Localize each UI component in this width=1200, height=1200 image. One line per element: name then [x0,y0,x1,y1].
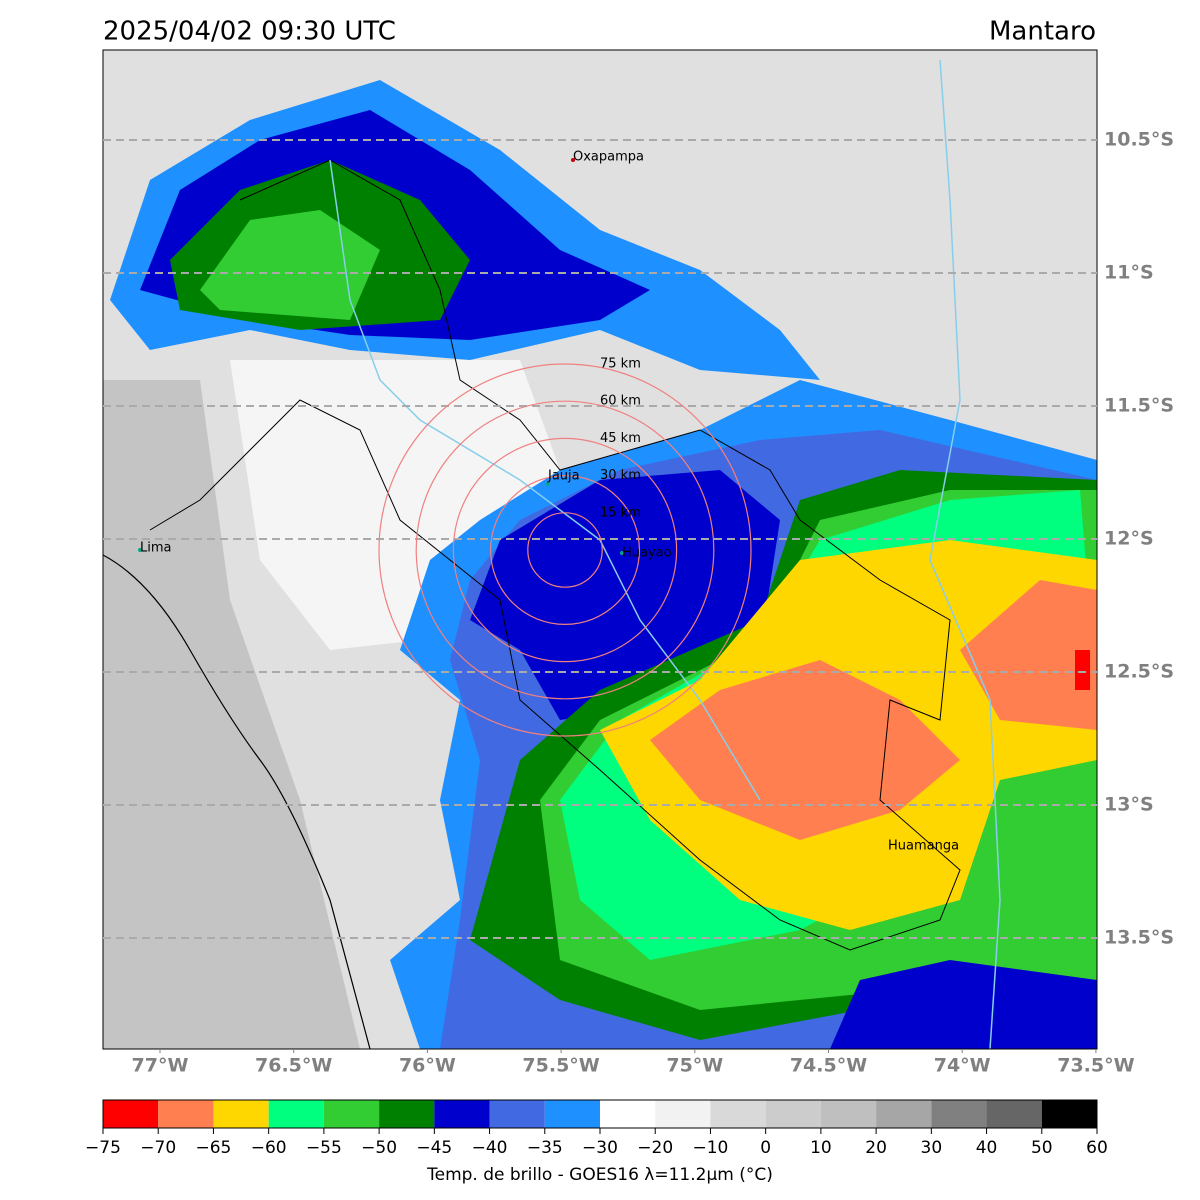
city-dot [571,158,575,162]
city-dot [620,551,624,555]
lon-tick-label: 74.5°W [790,1055,867,1077]
ring-label: 75 km [600,357,641,372]
colorbar-bin [710,1100,766,1128]
colorbar-tick-label: −65 [195,1138,231,1158]
colorbar-bin [931,1100,987,1128]
colorbar-tick-label: 20 [865,1138,887,1158]
river [329,159,761,801]
colorbar-bin [655,1100,711,1128]
colorbar-tick-label: 40 [976,1138,998,1158]
lat-tick-label: 12°S [1104,528,1154,550]
colorbar-bin [434,1100,490,1128]
city-label: Oxapampa [573,150,644,165]
colorbar-bin [544,1100,600,1128]
colorbar-tick-label: −40 [472,1138,508,1158]
ring-label: 45 km [600,431,641,446]
range-ring [452,437,678,663]
range-ring [378,363,752,737]
colorbar-tick-label: −30 [582,1138,618,1158]
city-label: Huayao [622,546,672,561]
title: 2025/04/02 09:30 UTC [103,17,396,47]
colorbar-bin [379,1100,435,1128]
map-frame [102,49,1098,1050]
colorbar-tick-label: −70 [140,1138,176,1158]
cloud [200,210,380,320]
colorbar-bin [1041,1100,1097,1128]
colorbar-tick-label: −35 [527,1138,563,1158]
ring-label: 30 km [600,468,641,483]
colorbar-tick-label: 0 [760,1138,771,1158]
range-rings: 75 km 60 km 45 km 30 km 15 km [378,357,752,737]
colorbar-tick-label: −45 [416,1138,452,1158]
colorbar-tick-label: −60 [251,1138,287,1158]
lon-tick-label: 73.5°W [1057,1055,1134,1077]
range-ring [490,475,641,626]
colorbar-tick-label: −75 [85,1138,121,1158]
coastline [103,554,371,1049]
lon-tick-label: 77°W [132,1055,189,1077]
ring-label: 60 km [600,394,641,409]
region: Mantaro [989,17,1096,47]
lat-tick-label: 10.5°S [1104,129,1174,151]
lon-tick-label: 75.5°W [522,1055,599,1077]
colorbar-tick-label: −50 [361,1138,397,1158]
colorbar-label: Temp. de brillo - GOES16 λ=11.2μm (°C) [426,1165,773,1185]
ring-label: 15 km [600,505,641,520]
range-ring [415,400,715,700]
coast-cold [103,380,360,1049]
city-label: Lima [140,541,171,556]
colorbar-bin [103,1100,159,1128]
satellite-field [103,50,1097,1049]
lon-tick-label: 74°W [934,1055,991,1077]
colorbar-bin [986,1100,1042,1128]
range-ring [527,512,603,588]
colorbar-bin [268,1100,324,1128]
cloud [830,960,1097,1049]
city-dot [546,482,550,486]
city-label: Jauja [547,469,580,484]
colorbar-bin [213,1100,269,1128]
colorbar-tick-label: 10 [810,1138,832,1158]
colorbar-tick-label: 60 [1086,1138,1108,1158]
grid-layer [103,139,1097,1053]
colorbar-bin [489,1100,545,1128]
river [929,59,1001,1049]
colorbar-bin [158,1100,214,1128]
colorbar-bin [765,1100,821,1128]
lat-tick-label: 13.5°S [1104,927,1174,949]
lon-tick-label: 76°W [399,1055,456,1077]
colorbar-bin [323,1100,380,1128]
colorbar-tick-label: −20 [637,1138,673,1158]
city-label: Huamanga [888,839,959,854]
lat-tick-label: 11.5°S [1104,395,1174,417]
clear-area [230,360,560,650]
cloud [1075,650,1090,690]
colorbar-tick-label: 30 [921,1138,943,1158]
lon-tick-label: 75°W [666,1055,723,1077]
colorbar-tick-label: 50 [1031,1138,1053,1158]
colorbar-tick-label: −55 [306,1138,342,1158]
lat-tick-label: 11°S [1104,262,1154,284]
lat-tick-label: 13°S [1104,794,1154,816]
lon-tick-label: 76.5°W [255,1055,332,1077]
colorbar-bin [600,1100,656,1128]
city-dot [138,548,142,552]
lat-tick-label: 12.5°S [1104,661,1174,683]
colorbar-tick-label: −10 [692,1138,728,1158]
cloud [960,580,1097,730]
cloud [650,660,960,840]
colorbar-bin [876,1100,932,1128]
colorbar-bin [820,1100,877,1128]
